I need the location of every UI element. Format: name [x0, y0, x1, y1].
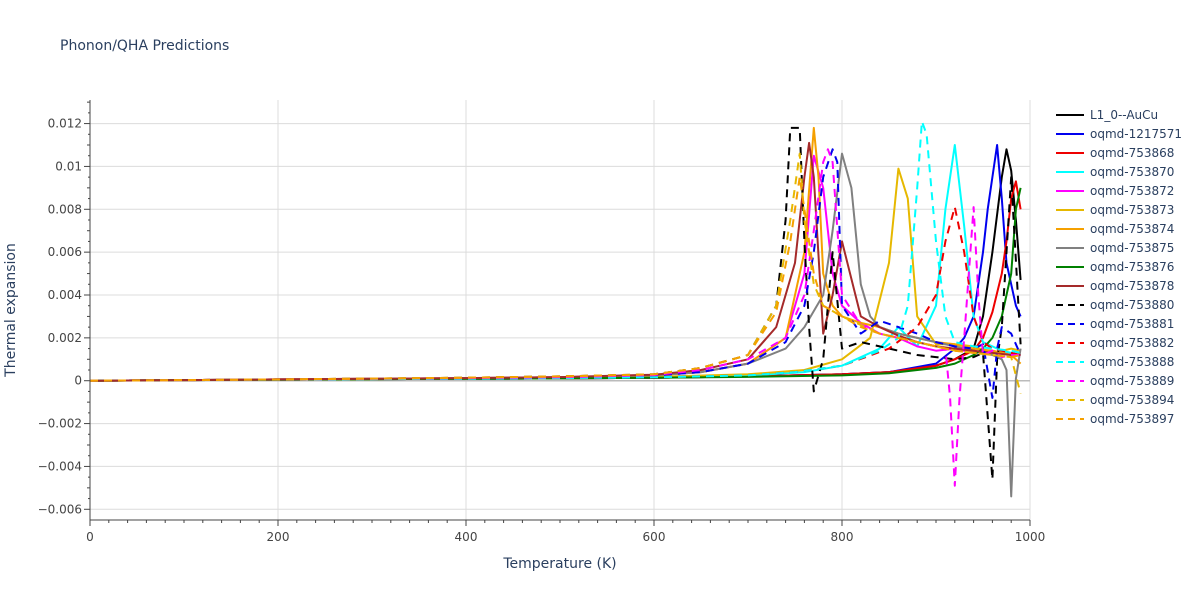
legend-label: oqmd-753874: [1090, 222, 1174, 236]
legend-label: oqmd-1217571: [1090, 127, 1182, 141]
legend-item-L1_0--AuCu[interactable]: L1_0--AuCu: [1056, 108, 1158, 122]
legend-item-oqmd-753880[interactable]: oqmd-753880: [1056, 298, 1174, 312]
y-axis-ticks: −0.006 −0.004 −0.002 0 0.002 0.004 0.006 0.008 0…: [38, 117, 82, 517]
series-line-oqmd-753897: [89, 176, 1021, 382]
legend-item-oqmd-753872[interactable]: oqmd-753872: [1056, 184, 1174, 198]
x-tick-label: 0: [86, 530, 94, 544]
legend-label: oqmd-753888: [1090, 355, 1174, 369]
y-tick-label: −0.006: [38, 502, 82, 516]
legend-item-oqmd-753875[interactable]: oqmd-753875: [1056, 241, 1174, 255]
y-tick-label: 0.008: [48, 202, 82, 216]
legend-label: oqmd-753868: [1090, 146, 1174, 160]
y-tick-label: 0.006: [48, 245, 82, 259]
legend-item-oqmd-753873[interactable]: oqmd-753873: [1056, 203, 1174, 217]
x-axis-title: Temperature (K): [502, 556, 616, 572]
x-tick-label: 200: [267, 530, 290, 544]
legend-label: oqmd-753897: [1090, 412, 1174, 426]
x-axis-ticks: 0 200 400 600 800 1000: [86, 530, 1045, 544]
y-tick-label: 0: [74, 374, 82, 388]
chart-title: Phonon/QHA Predictions: [60, 38, 229, 54]
legend-label: L1_0--AuCu: [1090, 108, 1158, 122]
series-line-oqmd-753894: [89, 152, 1022, 394]
legend-label: oqmd-753875: [1090, 241, 1174, 255]
y-tick-label: 0.01: [55, 159, 82, 173]
legend-label: oqmd-753873: [1090, 203, 1174, 217]
x-tick-label: 600: [643, 530, 666, 544]
y-tick-label: 0.004: [48, 288, 82, 302]
x-tick-label: 400: [455, 530, 478, 544]
legend-item-oqmd-753889[interactable]: oqmd-753889: [1056, 374, 1174, 388]
y-axis-title: Thermal expansion: [3, 243, 19, 378]
legend-item-oqmd-753878[interactable]: oqmd-753878: [1056, 279, 1174, 293]
series-lines: [89, 120, 1022, 498]
y-tick-label: 0.002: [48, 331, 82, 345]
legend-label: oqmd-753882: [1090, 336, 1174, 350]
legend-item-oqmd-1217571[interactable]: oqmd-1217571: [1056, 127, 1182, 141]
legend-item-oqmd-753888[interactable]: oqmd-753888: [1056, 355, 1174, 369]
legend-item-oqmd-753868[interactable]: oqmd-753868: [1056, 146, 1174, 160]
y-tick-label: −0.004: [38, 459, 82, 473]
legend-label: oqmd-753878: [1090, 279, 1174, 293]
legend-item-oqmd-753897[interactable]: oqmd-753897: [1056, 412, 1174, 426]
legend-label: oqmd-753889: [1090, 374, 1174, 388]
legend-item-oqmd-753882[interactable]: oqmd-753882: [1056, 336, 1174, 350]
legend-label: oqmd-753870: [1090, 165, 1174, 179]
legend-item-oqmd-753876[interactable]: oqmd-753876: [1056, 260, 1174, 274]
legend-label: oqmd-753894: [1090, 393, 1174, 407]
legend-label: oqmd-753881: [1090, 317, 1174, 331]
legend[interactable]: L1_0--AuCu oqmd-1217571 oqmd-753868 oqmd-75…: [1056, 108, 1182, 426]
y-tick-label: 0.012: [48, 117, 82, 131]
x-tick-label: 800: [831, 530, 854, 544]
axes: [84, 100, 1031, 526]
legend-label: oqmd-753880: [1090, 298, 1174, 312]
legend-item-oqmd-753874[interactable]: oqmd-753874: [1056, 222, 1174, 236]
legend-item-oqmd-753881[interactable]: oqmd-753881: [1056, 317, 1174, 331]
legend-label: oqmd-753872: [1090, 184, 1174, 198]
x-tick-label: 1000: [1015, 530, 1046, 544]
y-tick-label: −0.002: [38, 417, 82, 431]
legend-item-oqmd-753870[interactable]: oqmd-753870: [1056, 165, 1174, 179]
legend-item-oqmd-753894[interactable]: oqmd-753894: [1056, 393, 1174, 407]
legend-label: oqmd-753876: [1090, 260, 1174, 274]
